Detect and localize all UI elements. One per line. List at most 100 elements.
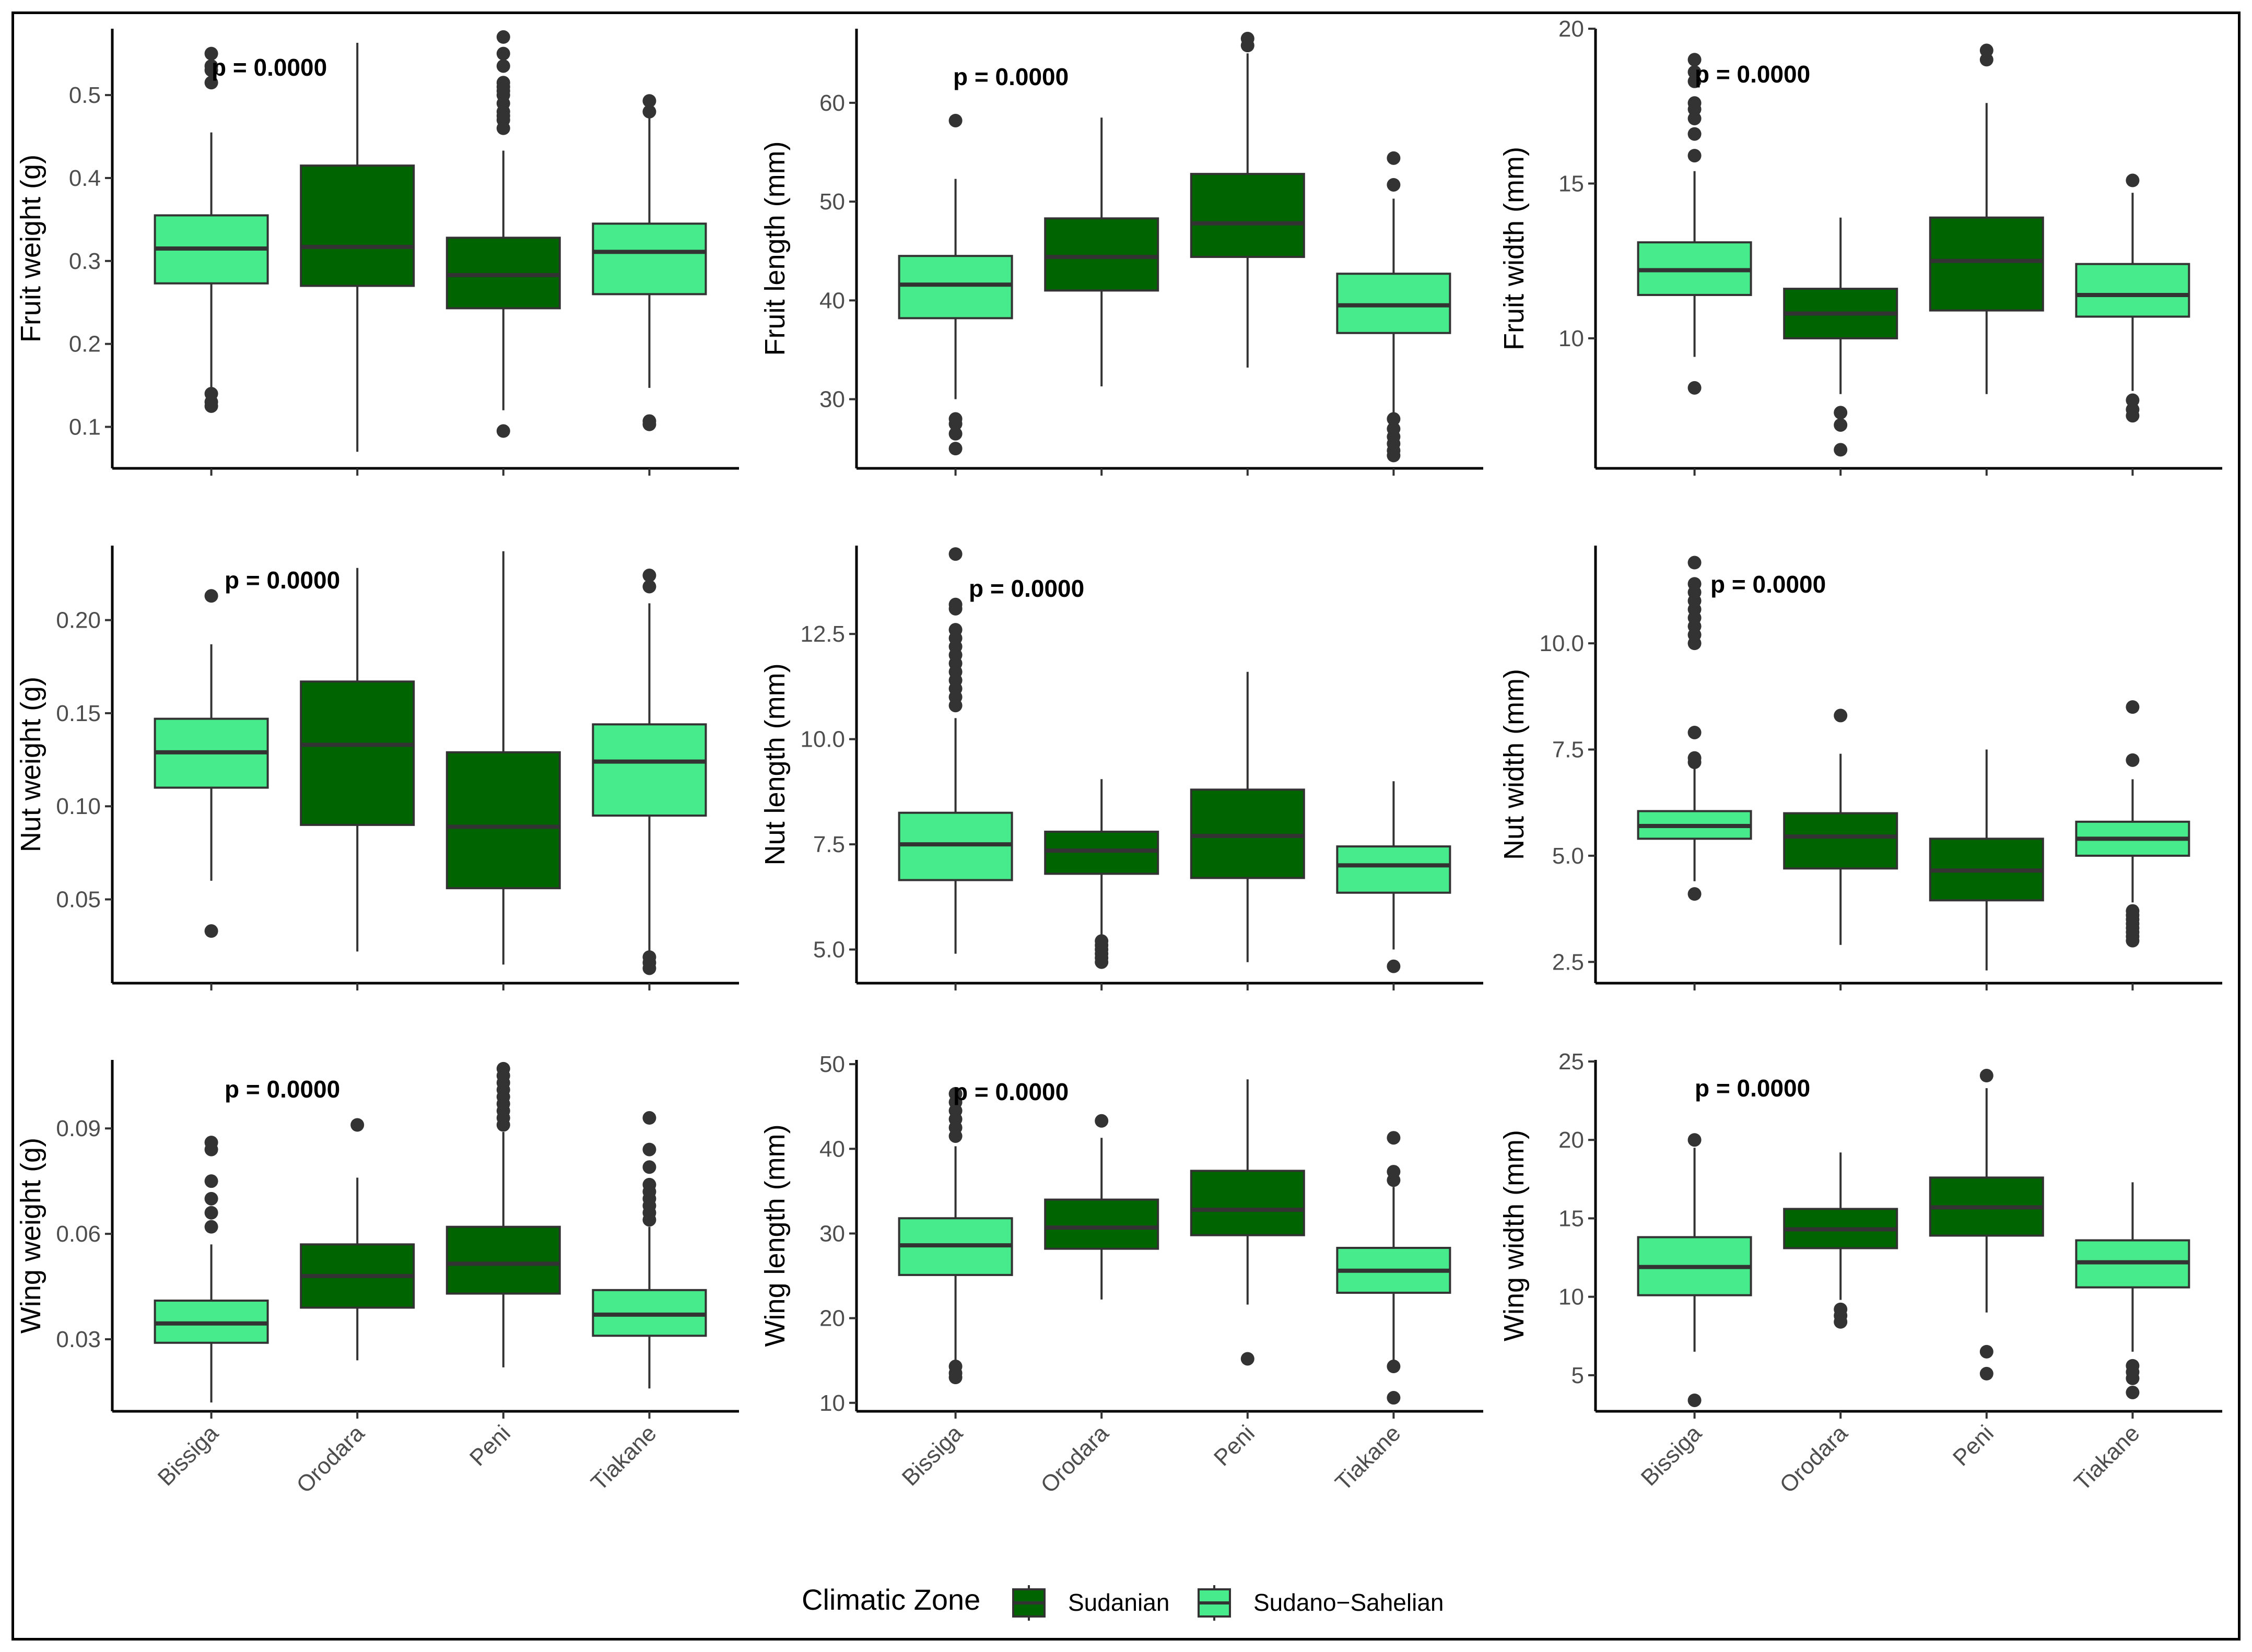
p-value-annotation: p = 0.0000 [225,567,340,594]
box-peni [445,551,561,965]
legend-label-sudano-sahelian: Sudano−Sahelian [1253,1589,1444,1616]
outlier-point [1979,1344,1993,1359]
y-tick-label: 7.5 [1552,737,1584,763]
outlier-point [204,589,218,603]
iqr-box [898,811,1013,881]
y-tick-label: 10.0 [800,727,845,752]
x-tick-label-tiakane: Tiakane [1330,1420,1405,1495]
y-axis-title: Fruit width (mm) [1498,147,1530,350]
outlier-point [948,547,963,561]
outlier-point [1834,709,1848,723]
box-bissiga [898,1087,1013,1385]
outlier-point [1687,887,1702,901]
outlier-point [204,59,218,73]
outlier-point [948,427,963,441]
x-tick-label-peni: Peni [1209,1420,1260,1471]
y-tick-label: 20 [819,1306,845,1331]
y-tick-label: 0.06 [56,1221,101,1247]
outlier-point [204,924,218,938]
outlier-point [1240,1352,1254,1366]
y-tick-label: 5.0 [813,937,845,963]
y-tick-label: 10 [819,1390,845,1416]
x-tick-label-bissiga: Bissiga [1636,1420,1707,1491]
box-orodara [1044,779,1159,969]
outlier-point [204,46,218,61]
y-tick-label: 20 [1558,1127,1584,1153]
outlier-point [2126,904,2140,918]
outlier-point [1387,1360,1401,1374]
box-bissiga [154,46,269,413]
outlier-point [496,59,510,73]
outlier-point [2126,393,2140,407]
box-bissiga [1637,53,1752,395]
outlier-point [204,1191,218,1206]
panel-wing-length: 10 20 30 40 50 Wing length (mm) Bissiga Orodara… [759,1052,1483,1498]
x-tick-label-peni: Peni [1948,1420,1999,1471]
y-tick-label: 30 [819,387,845,412]
p-value-annotation: p = 0.0000 [1695,61,1810,88]
outlier-point [642,580,656,594]
box-orodara [1783,217,1898,457]
outlier-point [204,387,218,401]
outlier-point [642,104,656,119]
box-peni [1190,31,1305,368]
p-value-annotation: p = 0.0000 [953,63,1069,90]
outlier-point [204,76,218,90]
outlier-point [496,76,510,90]
box-bissiga [898,113,1013,456]
box-orodara [1044,117,1159,386]
box-orodara [1783,1152,1898,1329]
y-tick-label: 0.15 [56,701,101,726]
box-peni [1929,43,2044,394]
box-orodara [1783,709,1898,945]
outlier-point [1687,1393,1702,1407]
y-axis-title: Wing weight (g) [15,1138,46,1334]
outlier-point [1687,556,1702,570]
y-tick-label: 40 [819,1136,845,1162]
outlier-point [948,412,963,426]
y-tick-label: 0.3 [69,249,101,274]
outlier-point [1687,96,1702,110]
y-tick-label: 50 [819,189,845,215]
outlier-point [204,1220,218,1234]
y-tick-label: 2.5 [1552,949,1584,975]
iqr-box [1190,788,1305,879]
box-peni [1190,671,1305,962]
outlier-point [1687,381,1702,395]
outlier-point [2126,700,2140,714]
outlier-point [1687,74,1702,88]
p-value-annotation: p = 0.0000 [969,575,1084,602]
box-tiakane [592,569,707,975]
legend: Climatic Zone Sudanian Sudano−Sahelian [802,1583,1444,1621]
iqr-box [592,723,707,817]
y-tick-label: 7.5 [813,832,845,857]
outlier-point [2126,753,2140,767]
outlier-point [1979,43,1993,57]
iqr-box [1044,1198,1159,1250]
y-axis-title: Fruit length (mm) [759,141,791,356]
box-orodara [300,568,415,952]
x-tick-label-tiakane: Tiakane [2069,1420,2144,1495]
iqr-box [1336,845,1451,894]
iqr-box [592,222,707,296]
panel-nut-weight: 0.05 0.10 0.15 0.20 Nut weight (g) p = 0.0000 [15,546,739,990]
box-bissiga [898,547,1013,954]
outlier-point [496,46,510,61]
panel-wing-weight: 0.03 0.06 0.09 Wing weight (g) Bissiga Orodar… [15,1060,739,1498]
y-axis-title: Fruit weight (g) [15,155,46,343]
panel-wing-width: 5 10 15 20 25 Wing width (mm) Bissiga Orodara Pe… [1498,1049,2222,1498]
outlier-point [642,569,656,583]
outlier-point [204,1174,218,1188]
outlier-point [642,1142,656,1157]
iqr-box [1044,830,1159,875]
figure-frame [11,11,2241,1641]
y-tick-label: 60 [819,90,845,116]
y-tick-label: 0.1 [69,415,101,440]
y-axis-title: Wing width (mm) [1498,1130,1530,1341]
y-tick-label: 0.10 [56,794,101,819]
outlier-point [1387,959,1401,973]
outlier-point [1095,1114,1109,1128]
outlier-point [642,414,656,428]
outlier-point [2126,173,2140,187]
